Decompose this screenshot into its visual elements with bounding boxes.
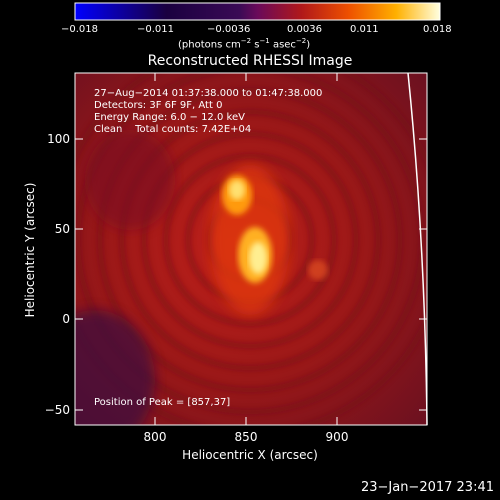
- y-tick-label: 100: [47, 132, 70, 146]
- plot-frame: [74, 72, 428, 426]
- colorbar-tick-4: 0.0036: [287, 24, 322, 35]
- annotation-time: 27−Aug−2014 01:37:38.000 to 01:47:38.000: [94, 88, 323, 99]
- units-part: ): [306, 39, 311, 51]
- timestamp: 23−Jan−2017 23:41: [360, 480, 494, 495]
- units-sup: −1: [259, 37, 270, 45]
- annotation-energy: Energy Range: 6.0 − 12.0 keV: [94, 112, 245, 123]
- colorbar-tick-5: 0.011: [350, 24, 379, 35]
- annotation-detectors: Detectors: 3F 6F 9F, Att 0: [94, 100, 223, 111]
- y-tick-label: 50: [54, 222, 70, 236]
- x-ticks: [154, 73, 338, 425]
- annotation-peak: Position of Peak = [857,37]: [94, 397, 231, 408]
- units-sup: −2: [240, 37, 252, 45]
- units-part: s: [251, 39, 260, 51]
- units-part: asec: [269, 39, 296, 51]
- colorbar-tick-6: 0.018: [423, 24, 452, 35]
- annotation-clean: Clean Total counts: 7.42E+04: [94, 124, 252, 135]
- x-tick-label: 850: [234, 430, 258, 444]
- colorbar-tick-2: −0.011: [137, 24, 175, 35]
- x-axis-label: Heliocentric X (arcsec): [182, 448, 318, 462]
- plot-title: Reconstructed RHESSI Image: [147, 53, 353, 69]
- solar-image: [75, 73, 427, 425]
- colorbar-units: (photons cm−2 s−1 asec−2): [178, 37, 310, 50]
- colorbar-tick-1: −0.018: [61, 24, 99, 35]
- solar-limb: [407, 72, 428, 426]
- y-ticks: [75, 138, 427, 411]
- x-tick-label: 900: [325, 430, 349, 444]
- colorbar-tick-3: −0.0036: [207, 24, 251, 35]
- units-sup: −2: [295, 37, 307, 45]
- x-tick-label: 800: [143, 430, 167, 444]
- y-tick-label: −50: [44, 403, 70, 417]
- units-part: (photons cm: [178, 39, 241, 51]
- y-tick-label: 0: [62, 312, 70, 326]
- colorbar: [74, 2, 441, 21]
- y-axis-label: Heliocentric Y (arcsec): [23, 182, 37, 318]
- colorbar-gradient: [74, 2, 441, 21]
